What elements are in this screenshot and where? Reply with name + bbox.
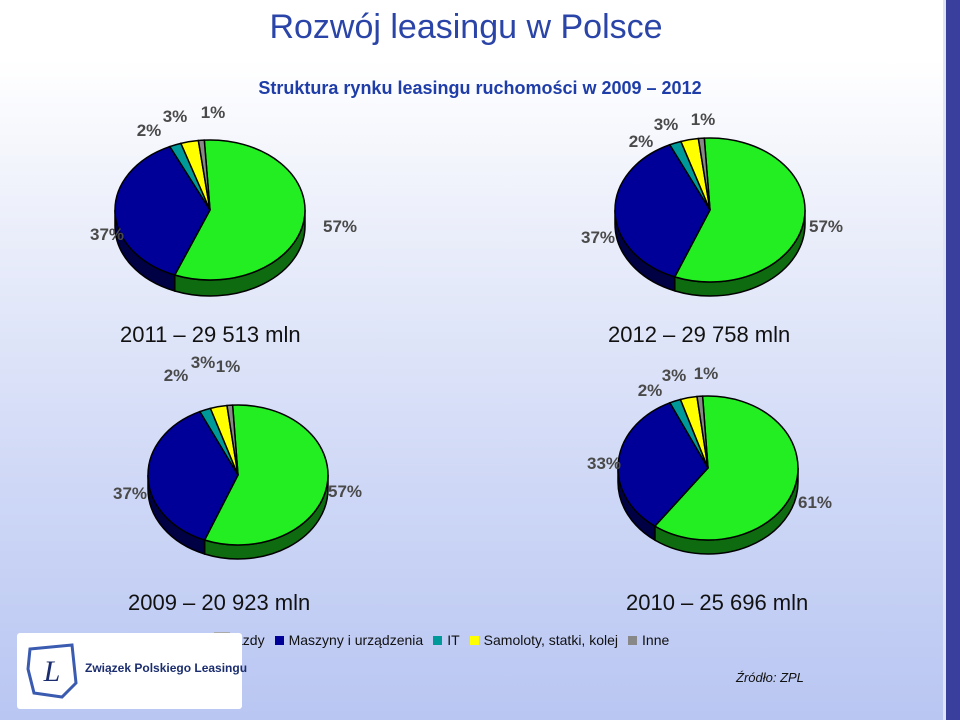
legend-swatch-it [433, 635, 443, 645]
pie-label-pojazdy: 61% [798, 493, 832, 512]
pie-label-pojazdy: 57% [328, 482, 362, 501]
zpl-logo-text: Związek Polskiego Leasingu [85, 661, 248, 675]
pie-slice-maszyny [114, 145, 211, 276]
source-note: Źródło: ZPL [736, 670, 804, 685]
legend-label-pojazdy: azdy [235, 632, 265, 648]
pie-label-pojazdy: 57% [809, 217, 843, 236]
slide-edge-line [943, 0, 946, 720]
zpl-logo-mark-icon: L [26, 643, 78, 699]
pie-label-it: 2% [629, 132, 654, 151]
caption-2010: 2010 – 25 696 mln [626, 590, 809, 615]
chart-subtitle: Struktura rynku leasingu ruchomości w 20… [258, 78, 702, 98]
pie-label-it: 2% [137, 121, 162, 140]
pie-chart-1: 57% 37% 2%3% 1% [581, 110, 843, 297]
pie-label-samoloty: 3% [163, 107, 188, 126]
pie-slice-inne [696, 395, 709, 469]
legend-label-maszyny: Maszyny i urządzenia [288, 632, 424, 648]
pie-slice-inne [226, 404, 239, 476]
legend-swatch-samoloty [469, 635, 479, 645]
chart-legend: azdy Maszyny i urządzenia IT Samoloty, s… [214, 630, 669, 650]
pie-chart-3: 61% 33% 2%3% 1% [587, 364, 832, 555]
pie-slice-pojazdy [653, 395, 799, 541]
pie-label-samoloty: 3% [191, 353, 216, 372]
legend-swatch-maszyny [274, 635, 284, 645]
caption-2009: 2009 – 20 923 mln [128, 590, 311, 615]
legend-label-it: IT [447, 632, 460, 648]
pie-slice-maszyny [147, 410, 239, 541]
slide-edge-bar [946, 0, 960, 720]
caption-2011: 2011 – 29 513 mln [120, 322, 301, 347]
zpl-logo: L Związek Polskiego Leasingu [17, 633, 247, 709]
pie-label-pojazdy: 57% [323, 217, 357, 236]
slide-title: Rozwój leasingu w Polsce [269, 8, 663, 46]
legend-label-samoloty: Samoloty, statki, kolej [483, 632, 619, 648]
caption-2012: 2012 – 29 758 mln [608, 322, 791, 347]
pie-label-it: 2% [164, 366, 189, 385]
pie-label-inne: 1% [691, 110, 716, 129]
svg-text:L: L [43, 655, 61, 688]
pie-label-inne: 1% [694, 364, 719, 383]
pie-label-maszyny: 37% [90, 225, 124, 244]
pie-slice-inne [197, 139, 211, 211]
pie-slice-inne [697, 137, 711, 211]
pie-slice-maszyny [614, 143, 711, 278]
pie-label-maszyny: 37% [581, 228, 615, 247]
pie-label-inne: 1% [201, 103, 226, 122]
pie-label-maszyny: 33% [587, 454, 621, 473]
pie-label-inne: 1% [216, 357, 241, 376]
pie-label-samoloty: 3% [662, 366, 687, 385]
pie-label-maszyny: 37% [113, 484, 147, 503]
pie-chart-0: 57% 37% 2%3% 1% [90, 103, 357, 297]
legend-label-inne: Inne [642, 632, 670, 648]
pie-label-it: 2% [638, 381, 663, 400]
pie-chart-2: 57% 37% 2%3% 1% [113, 353, 362, 560]
pie-label-samoloty: 3% [654, 115, 679, 134]
pie-slice-maszyny [617, 401, 709, 528]
legend-swatch-inne [628, 635, 638, 645]
